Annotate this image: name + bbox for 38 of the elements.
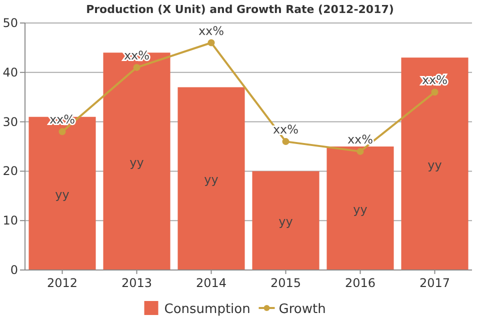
point [356,148,364,155]
data-label: xx% [198,24,224,38]
bar [326,146,394,270]
point [431,88,438,96]
data-label: xx% [124,48,150,62]
bar [28,116,96,270]
data-label: xx% [422,73,448,88]
data-label: yy [55,187,70,202]
legend-label: Consumption [164,302,250,317]
x-tick-label: 2016 [344,276,376,290]
x-tick-label: 2017 [419,276,450,290]
point [282,138,290,146]
y-tick-label: 30 [2,114,18,129]
data-label: yy [130,155,144,170]
bar [252,171,320,270]
data-label: yy [428,158,442,172]
point [208,39,215,46]
bar [103,52,170,270]
x-tick-label: 2015 [270,276,302,290]
point [58,128,66,136]
x-tick-label: 2013 [121,276,152,290]
y-tick-label: 0 [10,263,18,277]
y-tick-label: 20 [2,164,18,178]
data-label: xx% [347,132,374,146]
x-tick-label: 2012 [46,276,78,290]
legend-label: Growth [278,302,326,317]
data-label: yy [278,214,293,229]
point [133,64,140,71]
y-tick-label: 10 [2,214,18,228]
data-label: yy [353,202,368,216]
y-tick-label: 50 [2,16,18,30]
y-tick-label: 40 [2,65,18,80]
data-label: yy [204,172,218,187]
data-label: xx% [49,112,76,127]
bar [178,87,245,270]
bar [401,58,468,270]
x-tick-label: 2014 [196,276,227,290]
chart-title: Production (X Unit) and Growth Rate (2012-2017) [86,3,394,16]
